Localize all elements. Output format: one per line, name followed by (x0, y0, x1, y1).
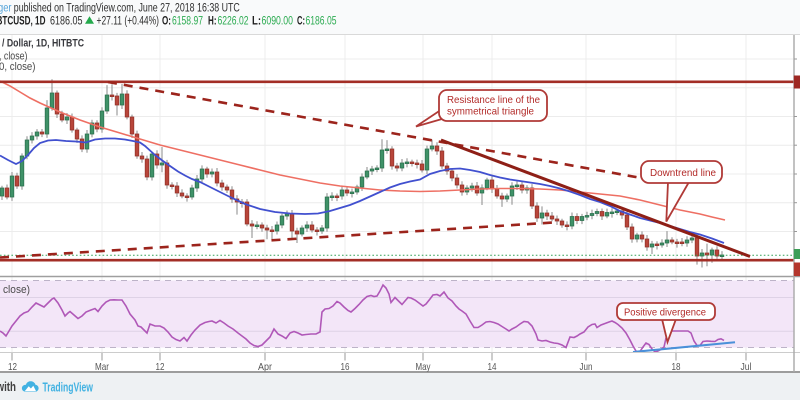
svg-text:TradingView: TradingView (43, 380, 94, 395)
svg-text:with: with (0, 379, 16, 394)
svg-text:ger: ger (0, 3, 12, 15)
svg-text:0, close): 0, close) (0, 61, 36, 73)
svg-text:6158.97: 6158.97 (172, 16, 203, 28)
svg-text:symmetrical triangle: symmetrical triangle (447, 106, 534, 118)
svg-text:6186.05: 6186.05 (306, 16, 337, 28)
svg-text:18: 18 (672, 361, 681, 373)
svg-text:Mar: Mar (95, 361, 109, 373)
svg-text:Jul: Jul (741, 361, 752, 373)
svg-text:, close): , close) (0, 51, 28, 63)
svg-text:16: 16 (341, 361, 350, 373)
svg-text:12: 12 (156, 361, 165, 373)
svg-text:Apr: Apr (258, 361, 272, 373)
svg-text:Positive divergence: Positive divergence (624, 307, 706, 319)
svg-text:+27.11 (+0.44%): +27.11 (+0.44%) (97, 16, 160, 28)
svg-text:L:: L: (252, 16, 261, 28)
svg-text:C:: C: (297, 16, 305, 28)
svg-text:6186.05: 6186.05 (50, 16, 83, 28)
svg-text:BTCUSD, 1D: BTCUSD, 1D (0, 16, 45, 28)
svg-text:14: 14 (488, 361, 497, 373)
svg-text:12: 12 (8, 361, 17, 373)
svg-text:/ Dollar, 1D, HITBTC: / Dollar, 1D, HITBTC (2, 38, 84, 50)
svg-text:Jun: Jun (580, 361, 593, 373)
svg-text:close): close) (3, 284, 30, 296)
svg-text:H:: H: (208, 16, 217, 28)
svg-text:Downtrend line: Downtrend line (650, 167, 716, 179)
svg-text:6090.00: 6090.00 (262, 16, 294, 28)
svg-text:6226.02: 6226.02 (218, 16, 249, 28)
svg-text:published on TradingView.com,: published on TradingView.com, June 27, 2… (14, 3, 240, 15)
svg-text:O:: O: (162, 16, 171, 28)
svg-text:Resistance line of the: Resistance line of the (447, 94, 540, 106)
svg-text:May: May (416, 361, 432, 373)
